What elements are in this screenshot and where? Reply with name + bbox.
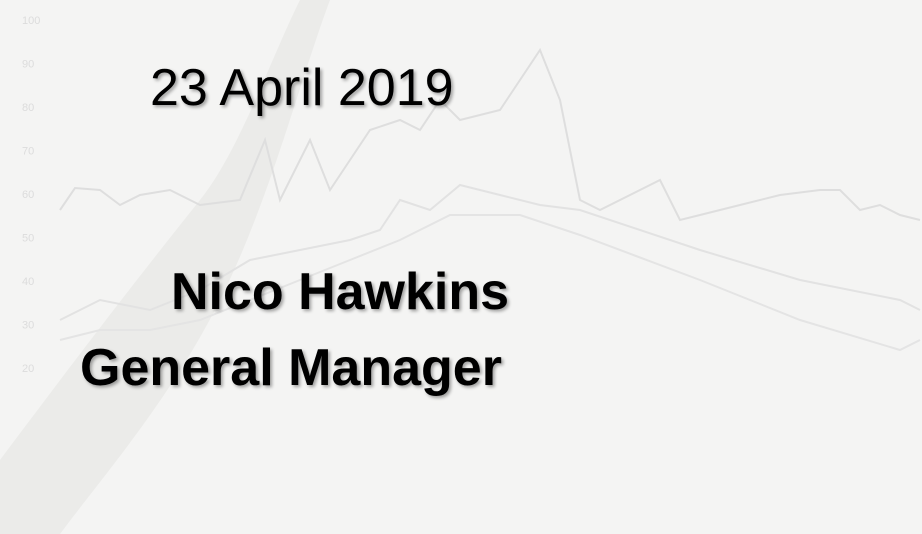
background-axis-label: 20: [22, 363, 34, 375]
presenter-role: General Manager: [80, 339, 502, 397]
date: 23 April 2019: [150, 59, 454, 117]
background-axis-label: 40: [22, 276, 34, 288]
background-axis-label: 100: [22, 15, 40, 27]
presenter-name: Nico Hawkins: [170, 263, 510, 321]
background-line: [59, 47, 921, 222]
background-axis-label: 30: [22, 320, 34, 332]
background-axis-label: 60: [22, 189, 34, 201]
background-shape: [0, 0, 330, 534]
background-line: [59, 183, 921, 321]
background-axis-label: 80: [22, 102, 34, 114]
background-line: [59, 214, 921, 352]
background-axis-label: 90: [22, 59, 34, 71]
background-axis-label: 50: [22, 233, 34, 245]
background-axis-label: 70: [22, 146, 34, 158]
